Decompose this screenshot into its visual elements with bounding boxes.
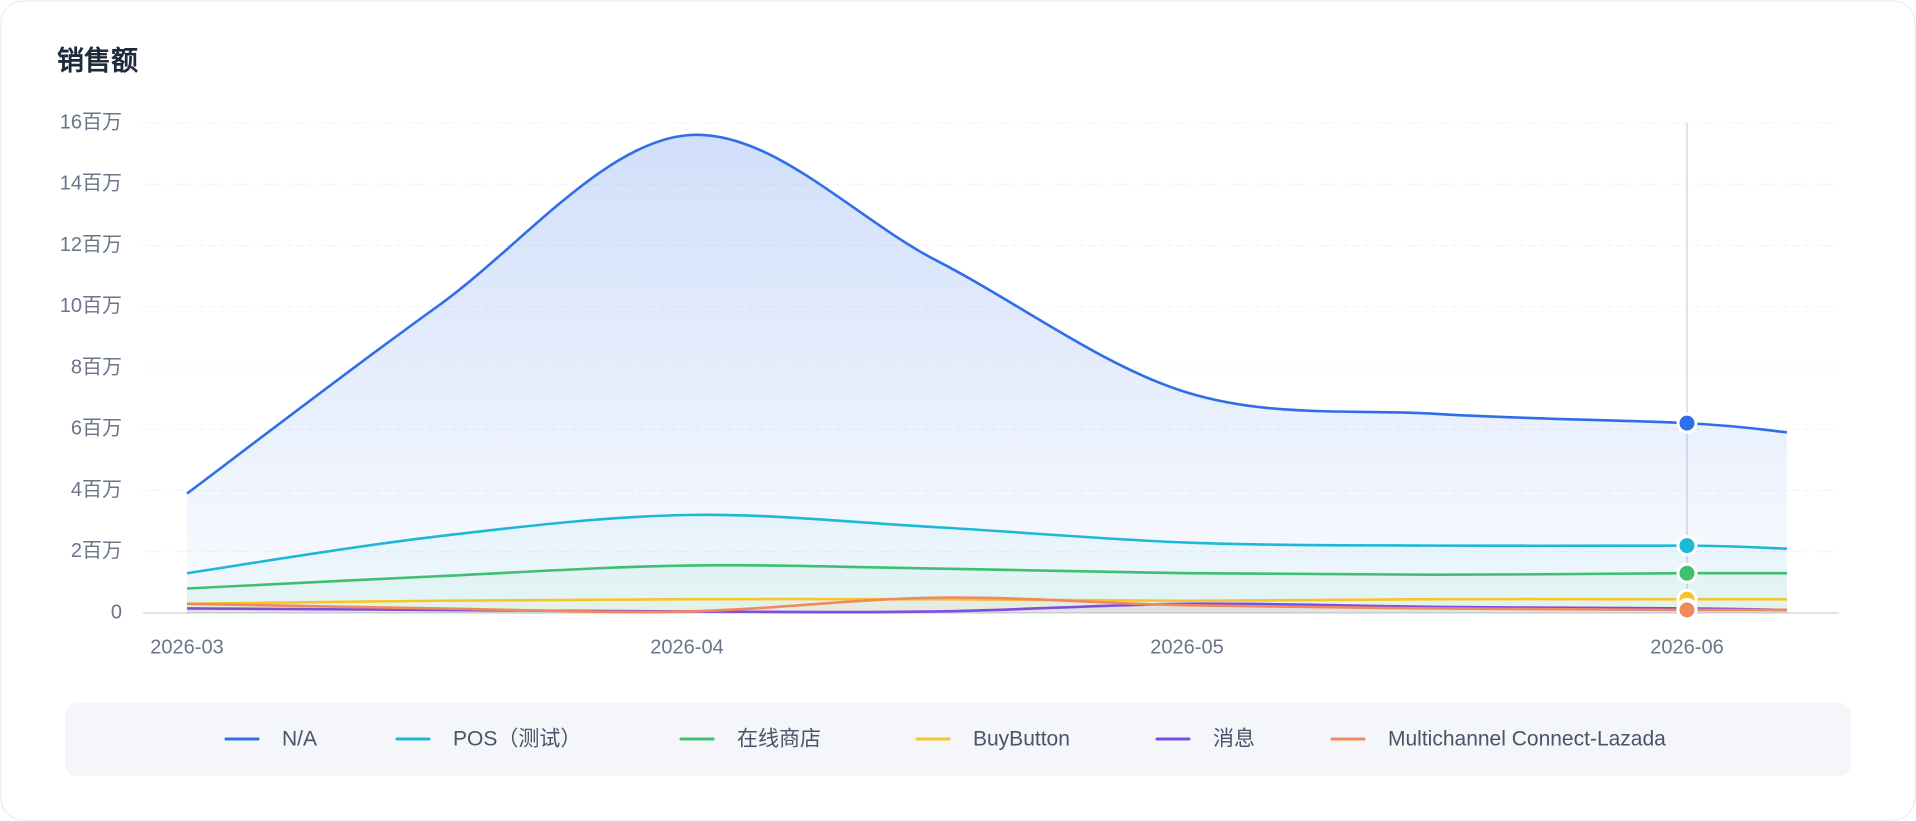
y-tick-label: 0 [111,601,122,623]
hover-point [1676,599,1698,621]
x-tick-label: 2026-04 [650,636,723,658]
x-tick-label: 2026-06 [1650,636,1723,658]
hover-point [1676,412,1698,434]
area [187,603,1787,613]
chart-title: 销售额 [57,45,138,76]
hover-point [1676,535,1698,557]
x-tick-label: 2026-03 [150,636,223,658]
y-tick-label: 12百万 [60,234,122,256]
legend [65,703,1851,776]
legend-label: 在线商店 [737,728,821,751]
area [187,599,1787,613]
legend-label: 消息 [1213,728,1255,751]
legend-label: BuyButton [973,728,1070,751]
line [186,513,1788,575]
legend-label: N/A [282,728,317,751]
y-tick-label: 6百万 [71,418,122,440]
line [186,563,1788,590]
y-tick-label: 4百万 [71,479,122,501]
hover-point [1676,562,1698,584]
x-tick-label: 2026-05 [1150,636,1223,658]
line [186,133,1788,495]
y-tick-label: 14百万 [60,173,122,195]
area [187,134,1787,613]
line [186,602,1788,614]
legend-label: Multichannel Connect-Lazada [1388,728,1666,751]
legend-label: POS（测试） [453,728,581,751]
y-tick-label: 16百万 [60,111,122,133]
y-tick-label: 10百万 [60,295,122,317]
area [187,514,1787,613]
y-tick-label: 2百万 [71,540,122,562]
line [186,596,1788,614]
y-tick-label: 8百万 [71,356,122,378]
